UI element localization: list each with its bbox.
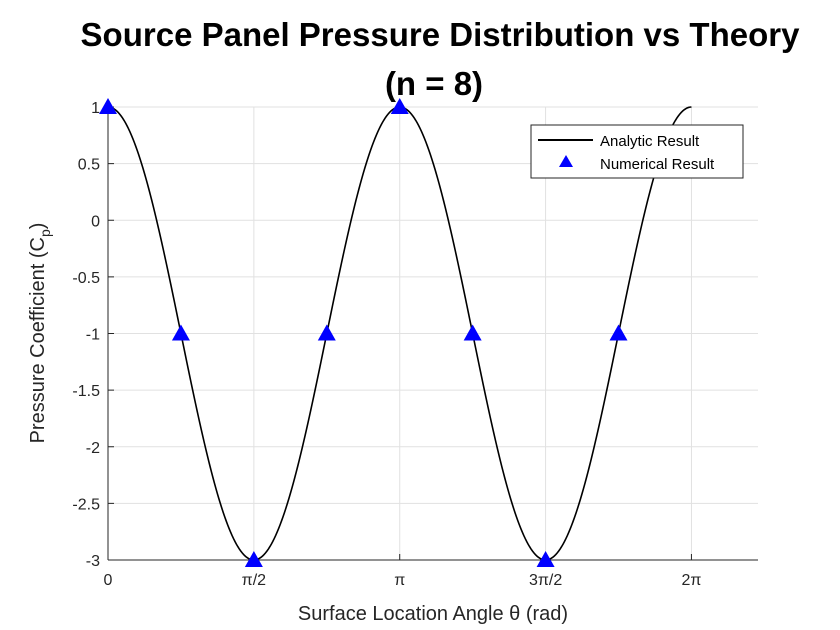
x-tick-label: 3π/2 [529, 572, 562, 589]
legend-entry-numerical: Numerical Result [600, 156, 715, 173]
x-tick-label: π [394, 572, 405, 589]
y-tick-label: 0.5 [78, 157, 100, 174]
y-tick-label: -1 [86, 327, 100, 344]
numerical-result-point [244, 551, 263, 567]
numerical-result-point [99, 98, 117, 114]
chart-title-line-2: (n = 8) [385, 65, 483, 102]
y-tick-label: -2.5 [72, 496, 100, 513]
numerical-result-point [536, 551, 555, 567]
x-axis-label: Surface Location Angle θ (rad) [298, 603, 568, 625]
axes [107, 106, 758, 561]
legend: Analytic Result Numerical Result [530, 124, 744, 179]
y-axis-label: Pressure Coefficient (Cp) [27, 223, 53, 444]
x-tick-label: π/2 [242, 572, 266, 589]
y-axis-label-close: ) [27, 223, 49, 230]
numerical-result-point [463, 324, 482, 341]
y-axis-label-main: Pressure Coefficient (C [27, 237, 49, 443]
legend-box [530, 124, 744, 179]
legend-triangle-swatch [559, 155, 573, 167]
y-axis-label-subscript: p [37, 229, 53, 237]
numerical-result-point [171, 324, 190, 341]
legend-entry-analytic: Analytic Result [600, 133, 700, 150]
y-tick-label: -0.5 [72, 270, 100, 287]
y-tick-label: -2 [86, 440, 100, 457]
y-tick-label: 1 [91, 100, 100, 117]
x-tick-label: 0 [104, 572, 113, 589]
y-tick-label: -3 [86, 553, 100, 570]
y-tick-label: 0 [91, 213, 100, 230]
x-tick-label: 2π [681, 572, 701, 589]
numerical-result-point [317, 324, 336, 341]
series-layer [99, 98, 692, 567]
chart-title-line-1: Source Panel Pressure Distribution vs Th… [81, 16, 801, 53]
y-tick-label: -1.5 [72, 383, 100, 400]
numerical-result-point [390, 98, 409, 114]
tick-labels: 0 π/2 π 3π/2 2π 1 0.5 0 -0.5 -1 -1.5 -2 -2.5 -3 [72, 100, 701, 589]
numerical-result-point [609, 324, 628, 341]
